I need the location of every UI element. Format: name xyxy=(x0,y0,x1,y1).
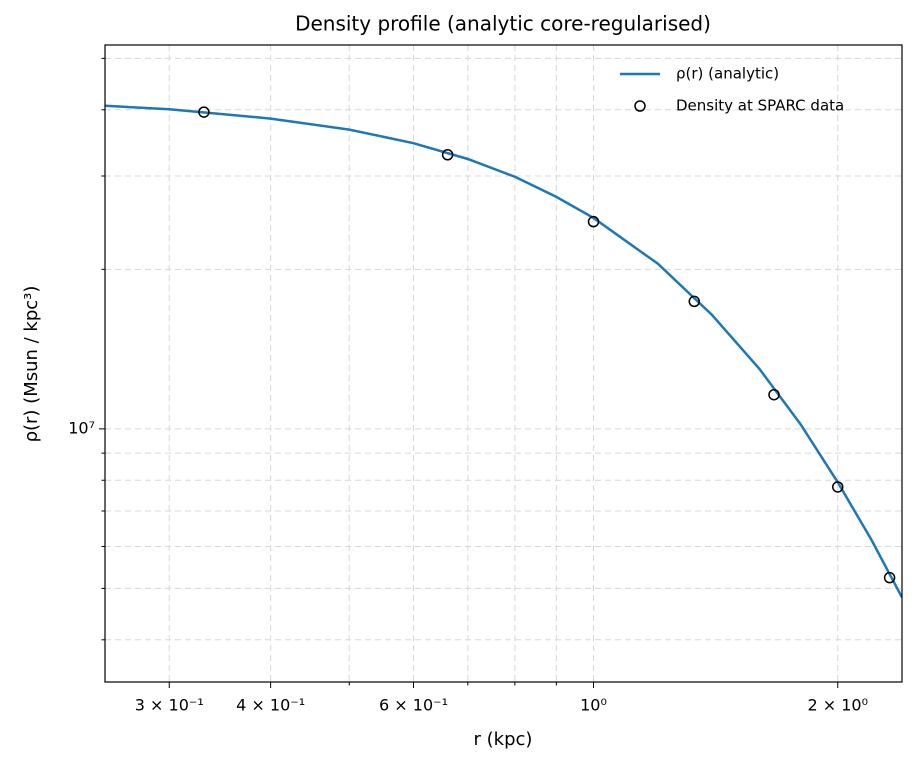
marker xyxy=(688,295,701,308)
y-tick-label: 10⁷ xyxy=(68,418,95,437)
chart-title: Density profile (analytic core-regularis… xyxy=(295,12,711,36)
line xyxy=(105,104,902,598)
x-tick-label: 10⁰ xyxy=(580,696,607,715)
legend-label: ρ(r) (analytic) xyxy=(676,65,779,83)
x-tick-label: 4 × 10⁻¹ xyxy=(236,696,305,715)
marker xyxy=(587,215,600,228)
legend-label: Density at SPARC data xyxy=(676,97,844,115)
plot-frame xyxy=(104,44,903,683)
marker xyxy=(832,481,844,493)
x-tick-label: 2 × 10⁰ xyxy=(807,696,868,715)
marker xyxy=(883,571,896,584)
x-tick-label: 3 × 10⁻¹ xyxy=(135,696,204,715)
marker xyxy=(198,106,210,118)
legend-marker xyxy=(634,100,646,112)
marker xyxy=(768,388,780,401)
x-tick-label: 6 × 10⁻¹ xyxy=(379,696,448,715)
marker xyxy=(441,149,454,161)
x-axis-label: r (kpc) xyxy=(474,729,533,750)
y-axis-label: ρ(r) (Msun / kpc³) xyxy=(21,286,42,443)
